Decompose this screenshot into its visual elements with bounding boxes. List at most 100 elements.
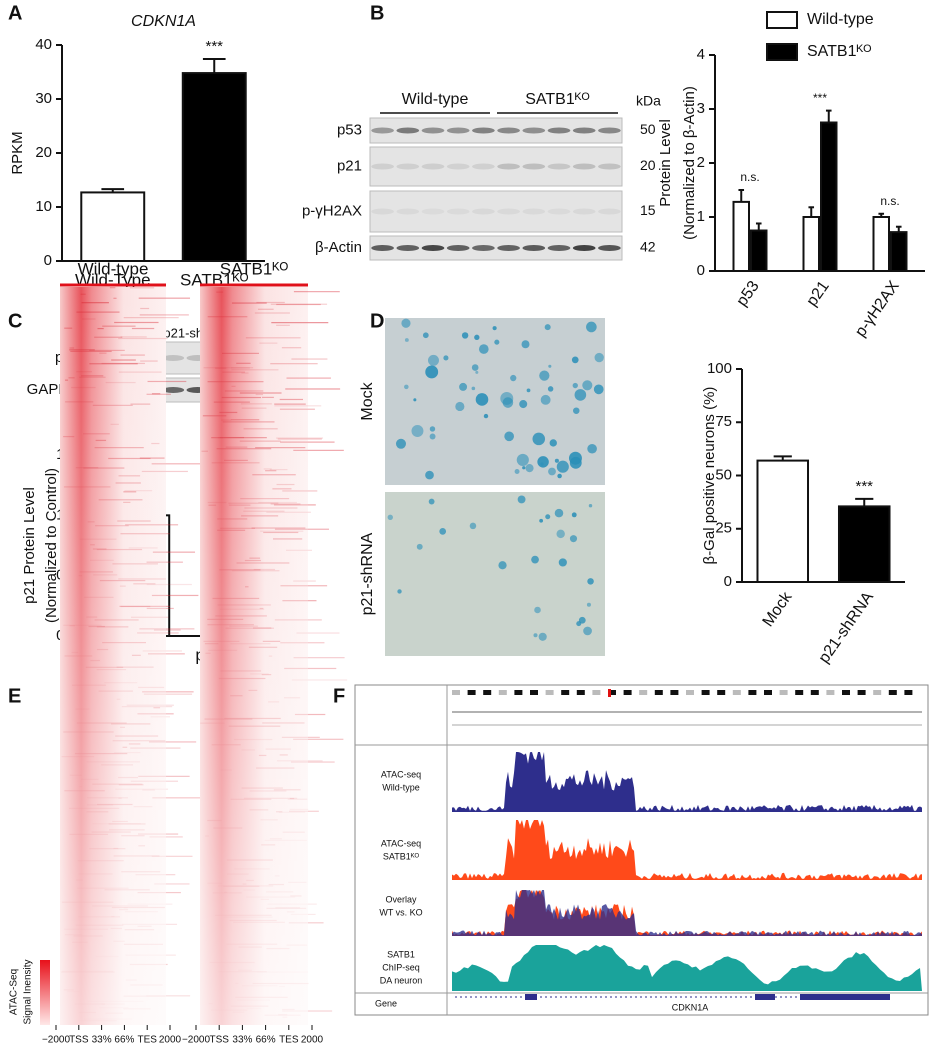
y-tick-label: 50 xyxy=(715,466,732,483)
x-tick-label: −2000 xyxy=(42,1035,71,1046)
stain xyxy=(573,407,580,414)
blot-unit: kDa xyxy=(636,93,661,109)
track-label: SATB1ᴷᴼ xyxy=(383,851,420,861)
heatmap-title: SATB1ᴷᴼ xyxy=(220,259,289,278)
bar xyxy=(756,459,810,583)
y-tick-label: 1 xyxy=(697,208,705,225)
stain xyxy=(556,529,565,539)
x-tick-label: 33% xyxy=(92,1035,112,1046)
heatmap-streak xyxy=(149,836,183,838)
ideogram-block xyxy=(576,690,585,695)
heatmap-fade xyxy=(200,287,308,1025)
heatmap-streak xyxy=(149,741,197,743)
stain xyxy=(540,394,551,405)
blot-band xyxy=(472,208,495,215)
ideogram-block xyxy=(795,690,804,695)
y-tick-label: 0 xyxy=(697,262,705,279)
stain xyxy=(533,633,538,638)
stain xyxy=(387,514,393,520)
track-label: ATAC-seq xyxy=(381,769,421,779)
ideogram-block xyxy=(717,690,726,695)
heatmap-streak xyxy=(143,693,193,695)
stain xyxy=(538,632,547,641)
track-label: ATAC-seq xyxy=(381,838,421,848)
chart-title: CDKN1A xyxy=(131,13,196,30)
stain xyxy=(586,602,591,607)
x-tick-label: −2000 xyxy=(182,1035,211,1046)
heatmap-streak xyxy=(296,632,340,634)
heatmap-streak xyxy=(139,628,195,630)
heatmap-streak xyxy=(147,653,185,655)
ideogram-block xyxy=(639,690,648,695)
heatmap-streak xyxy=(146,583,192,586)
ideogram-block xyxy=(732,690,741,695)
stain xyxy=(510,374,517,382)
ideogram-block xyxy=(857,690,866,695)
stain xyxy=(556,460,569,473)
x-tick-label: TSS xyxy=(69,1035,89,1046)
stain xyxy=(534,606,541,614)
stain xyxy=(404,384,409,390)
stain xyxy=(492,326,497,331)
blot-row-label: β-Actin xyxy=(315,239,362,256)
group-label: Wild-type xyxy=(402,91,469,108)
stain xyxy=(557,473,562,479)
x-tick-label: p53 xyxy=(733,278,762,310)
stain xyxy=(404,338,409,342)
ideogram-block xyxy=(654,690,663,695)
panel-letter: A xyxy=(8,2,22,24)
ideogram-block xyxy=(452,690,460,695)
stain xyxy=(429,426,436,432)
y-tick-label: 30 xyxy=(35,90,52,107)
heatmap-streak xyxy=(284,667,337,670)
stain xyxy=(593,384,604,395)
ideogram-block xyxy=(592,690,601,695)
stain xyxy=(537,456,549,468)
stain xyxy=(554,458,559,463)
blot-kda: 42 xyxy=(640,239,656,255)
blot-band xyxy=(572,245,596,251)
panel-letter: B xyxy=(370,2,384,24)
blot-band xyxy=(396,245,420,251)
blot-band xyxy=(421,208,445,215)
stain xyxy=(521,340,530,349)
colorbar xyxy=(40,960,50,1025)
track-label: SATB1 xyxy=(387,949,415,959)
blot-band xyxy=(446,208,470,215)
ideogram-block xyxy=(467,690,476,695)
stain xyxy=(586,321,597,333)
ideogram-block xyxy=(764,690,772,695)
blot-band xyxy=(497,163,520,170)
blot-band xyxy=(547,245,571,251)
stain xyxy=(531,555,539,564)
blot-kda: 50 xyxy=(640,121,656,137)
panel-letter: C xyxy=(8,310,22,332)
blot-strip xyxy=(369,146,623,187)
bar xyxy=(750,229,768,272)
blot-band xyxy=(446,245,470,251)
y-tick-label: 40 xyxy=(35,36,52,53)
y-tick-label: 4 xyxy=(697,46,705,63)
blot-band xyxy=(497,208,520,215)
significance: *** xyxy=(813,91,827,105)
blot-band xyxy=(371,127,394,134)
ideogram-block xyxy=(701,690,710,695)
stain xyxy=(474,334,480,341)
heatmap-streak xyxy=(151,463,204,465)
stain xyxy=(443,355,449,361)
blot-band xyxy=(547,208,571,215)
micrograph xyxy=(385,318,605,485)
panel-letter: F xyxy=(333,685,345,707)
blot-strip xyxy=(369,190,623,233)
blot-row-label: p53 xyxy=(337,121,362,138)
y-tick-label: 0 xyxy=(724,573,732,590)
heatmap-title: Wild-type xyxy=(78,259,149,278)
ideogram-block xyxy=(686,690,694,695)
legend-swatch xyxy=(766,43,798,61)
stain xyxy=(514,469,520,474)
stain xyxy=(475,393,489,406)
stain xyxy=(558,558,567,567)
x-tick-label: 2000 xyxy=(159,1035,182,1046)
micrograph xyxy=(385,492,605,656)
